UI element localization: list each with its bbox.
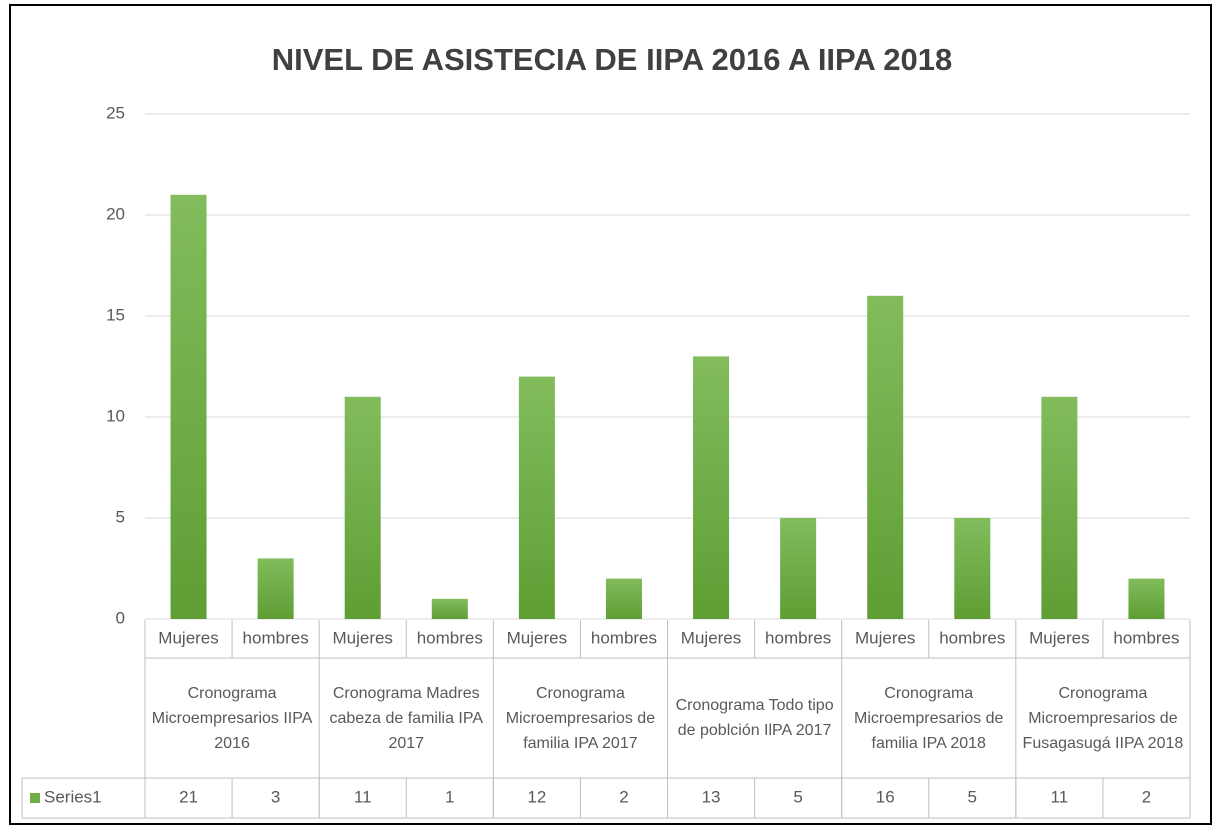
y-tick-label: 0	[116, 608, 125, 627]
x-tick-label: Mujeres	[855, 628, 915, 647]
table-value: 11	[354, 787, 372, 806]
table-value: 21	[179, 787, 198, 806]
group-label: Cronograma Microempresarios de Fusagasug…	[1022, 684, 1184, 752]
table-value: 2	[1142, 787, 1151, 806]
table-value: 3	[271, 787, 280, 806]
group-label: Cronograma Microempresarios de familia I…	[854, 684, 1004, 752]
x-tick-label: hombres	[1113, 628, 1179, 647]
group-label: Cronograma Microempresarios de familia I…	[505, 684, 656, 752]
bar	[867, 295, 904, 619]
bar	[1128, 578, 1165, 619]
bar	[344, 396, 381, 619]
y-tick-label: 25	[106, 103, 125, 122]
group-label-box: Cronograma Microempresarios IIPA 2016	[151, 684, 313, 752]
group-label-box: Cronograma Microempresarios de Fusagasug…	[1022, 684, 1184, 752]
bar	[1041, 396, 1078, 619]
x-tick-label: hombres	[939, 628, 1005, 647]
bar	[257, 558, 294, 619]
table-value: 1	[445, 787, 454, 806]
x-tick-label: Mujeres	[158, 628, 218, 647]
y-tick-label: 15	[106, 305, 125, 324]
x-tick-label: Mujeres	[332, 628, 392, 647]
group-label: Cronograma Madres cabeza de familia IPA …	[329, 684, 484, 752]
chart-border	[9, 4, 1212, 825]
x-tick-label: hombres	[591, 628, 657, 647]
table-value: 5	[968, 787, 977, 806]
group-label: Cronograma Microempresarios IIPA 2016	[151, 684, 313, 752]
x-tick-label: Mujeres	[1029, 628, 1089, 647]
table-value: 5	[793, 787, 802, 806]
bar	[693, 356, 730, 619]
x-tick-label: Mujeres	[681, 628, 741, 647]
x-tick-label: hombres	[243, 628, 309, 647]
group-label-box: Cronograma Madres cabeza de familia IPA …	[329, 684, 484, 752]
group-label-box: Cronograma Todo tipo de poblción IlPA 20…	[675, 697, 834, 739]
y-tick-label: 10	[106, 406, 125, 425]
table-value: 12	[527, 787, 546, 806]
bar	[780, 518, 817, 619]
group-label-box: Cronograma Microempresarios de familia I…	[505, 684, 656, 752]
bar	[431, 598, 468, 619]
legend-label: Series1	[44, 787, 102, 806]
legend-key	[30, 793, 40, 803]
y-tick-label: 20	[106, 204, 125, 223]
group-label-box: Cronograma Microempresarios de familia I…	[854, 684, 1004, 752]
x-tick-label: hombres	[417, 628, 483, 647]
bar	[518, 376, 555, 619]
table-value: 11	[1051, 787, 1069, 806]
table-value: 16	[876, 787, 895, 806]
table-value: 2	[619, 787, 628, 806]
x-tick-label: Mujeres	[507, 628, 567, 647]
bar	[605, 578, 642, 619]
table-value: 13	[702, 787, 721, 806]
bar	[954, 518, 991, 619]
chart-title: NIVEL DE ASISTECIA DE IIPA 2016 A IIPA 2…	[272, 42, 953, 77]
x-tick-label: hombres	[765, 628, 831, 647]
bar	[170, 194, 207, 620]
group-label: Cronograma Todo tipo de poblción IlPA 20…	[675, 697, 834, 739]
y-tick-label: 5	[116, 507, 125, 526]
